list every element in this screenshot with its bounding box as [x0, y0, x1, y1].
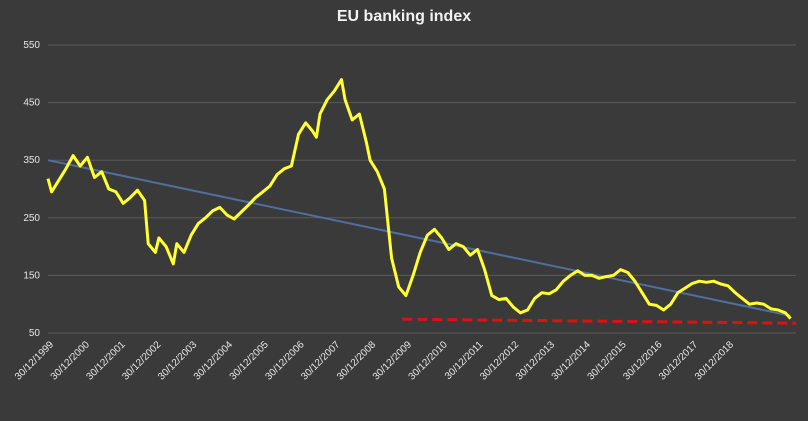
y-tick-label: 350 — [23, 155, 40, 166]
x-tick-label: 30/12/2018 — [693, 339, 736, 382]
chart-title: EU banking index — [336, 8, 472, 25]
y-tick-label: 450 — [23, 98, 40, 109]
y-tick-label: 150 — [23, 270, 40, 281]
y-tick-label: 550 — [23, 40, 40, 51]
y-tick-label: 250 — [23, 213, 40, 224]
index-line — [46, 78, 792, 320]
support-line — [402, 317, 797, 325]
trend-line — [47, 159, 791, 317]
y-tick-label: 50 — [29, 328, 41, 339]
